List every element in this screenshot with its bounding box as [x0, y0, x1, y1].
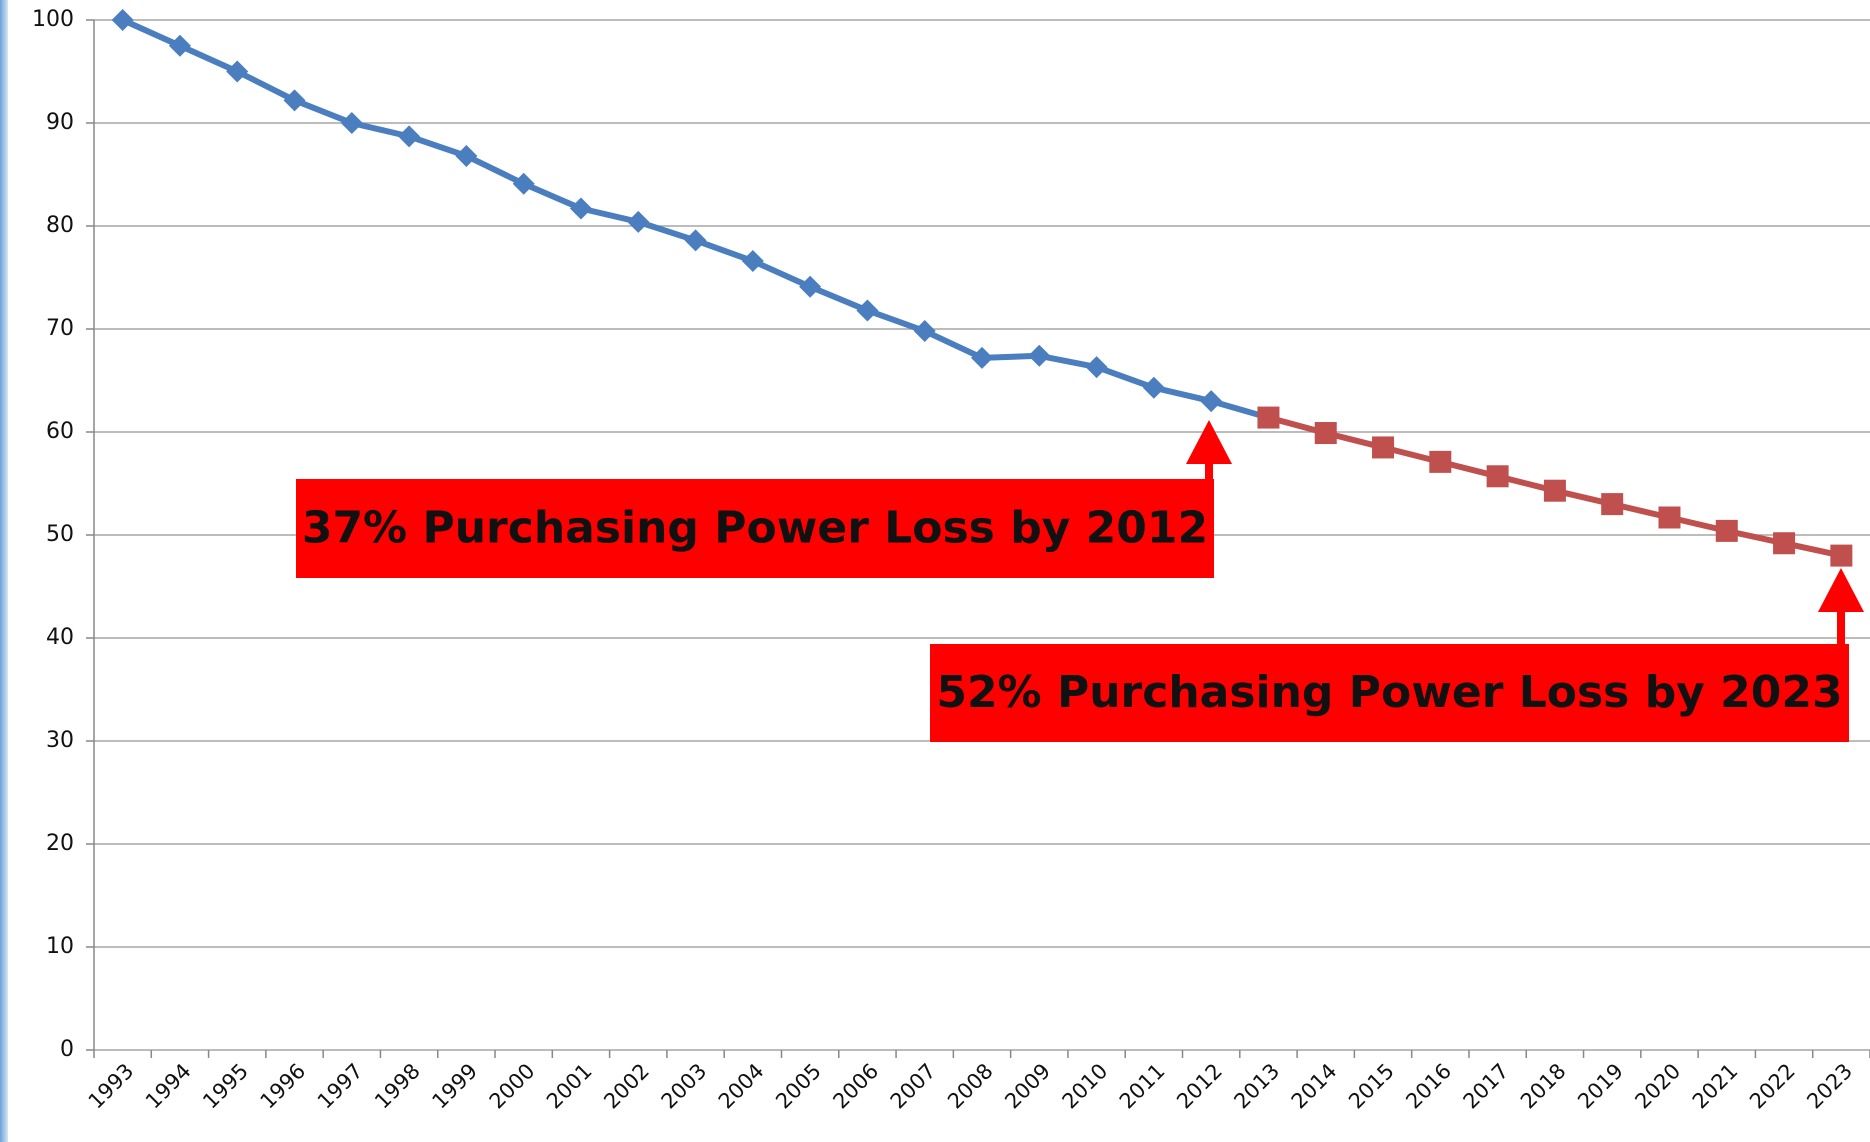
x-tick-label: 2019	[1573, 1059, 1628, 1114]
marker	[398, 125, 421, 148]
x-tick-label: 2022	[1745, 1059, 1800, 1114]
x-tick-label: 2008	[943, 1059, 998, 1114]
marker	[569, 197, 592, 220]
marker	[1773, 532, 1796, 555]
y-tick-label: 70	[46, 316, 74, 341]
annotation-arrow-head	[1818, 568, 1864, 612]
x-tick-label: 1993	[84, 1059, 139, 1114]
marker	[741, 250, 764, 273]
marker	[799, 275, 822, 298]
marker	[1372, 436, 1395, 459]
series-line	[121, 17, 1212, 405]
x-tick-label: 2006	[828, 1059, 883, 1114]
y-tick-label: 90	[46, 110, 74, 135]
marker	[684, 229, 707, 252]
marker	[455, 144, 478, 167]
x-tick-label: 1997	[313, 1059, 368, 1114]
y-tick-label: 10	[46, 934, 74, 959]
x-tick-label: 2012	[1172, 1059, 1227, 1114]
y-tick-label: 60	[46, 419, 74, 444]
x-tick-label: 2000	[485, 1059, 540, 1114]
x-tick-label: 2013	[1229, 1059, 1284, 1114]
annotations: 37% Purchasing Power Loss by 2012 52% Pur…	[296, 420, 1864, 742]
marker	[1257, 406, 1280, 429]
annotation-box	[930, 644, 1849, 742]
x-tick-label: 2017	[1459, 1059, 1514, 1114]
marker	[340, 112, 363, 134]
marker	[1314, 422, 1337, 445]
x-tick-label: 2005	[771, 1059, 826, 1114]
marker	[1543, 479, 1566, 502]
x-tick-label: 2001	[542, 1059, 597, 1114]
x-tick-label: 2004	[714, 1059, 769, 1114]
marker	[1142, 376, 1165, 399]
y-tick-label: 30	[46, 728, 74, 753]
x-tick-label: 1998	[370, 1059, 425, 1114]
x-tick-label: 2020	[1630, 1059, 1685, 1114]
x-tick-label: 2014	[1287, 1059, 1342, 1114]
x-tick-label: 2021	[1688, 1059, 1743, 1114]
marker	[627, 210, 650, 233]
marker	[1830, 544, 1853, 567]
marker	[1486, 465, 1509, 488]
marker	[1429, 450, 1452, 473]
marker	[168, 34, 191, 57]
y-tick-label: 100	[32, 7, 74, 32]
y-tick-label: 0	[60, 1037, 74, 1062]
y-tick-label: 40	[46, 625, 74, 650]
x-tick-label: 2002	[599, 1059, 654, 1114]
marker	[226, 60, 249, 83]
marker	[283, 89, 306, 112]
marker	[1601, 493, 1624, 516]
marker	[913, 320, 936, 343]
marker	[1028, 344, 1051, 367]
marker	[1658, 506, 1681, 529]
marker	[971, 346, 993, 369]
x-tick-label: 1995	[198, 1059, 253, 1114]
plot	[111, 9, 1853, 567]
y-tick-label: 50	[46, 522, 74, 547]
x-tick-label: 2023	[1802, 1059, 1857, 1114]
x-tick-label: 2015	[1344, 1059, 1399, 1114]
x-tick-label: 2011	[1115, 1059, 1170, 1114]
y-tick-label: 20	[46, 831, 74, 856]
marker	[1715, 519, 1738, 542]
marker	[111, 9, 134, 31]
x-tick-label: 2003	[657, 1059, 712, 1114]
x-tick-label: 1996	[256, 1059, 311, 1114]
x-tick-label: 2007	[886, 1059, 941, 1114]
annotation-text: 52% Purchasing Power Loss by 2023	[936, 667, 1842, 718]
x-tick-label: 2009	[1000, 1059, 1055, 1114]
marker	[856, 299, 879, 322]
annotation-box	[296, 479, 1214, 578]
annotation-text: 37% Purchasing Power Loss by 2012	[302, 503, 1208, 554]
x-tick-label: 1999	[427, 1059, 482, 1114]
x-tick-label: 1994	[141, 1059, 196, 1114]
marker	[1085, 356, 1108, 379]
x-tick-label: 2016	[1401, 1059, 1456, 1114]
window-edge	[0, 0, 8, 1142]
marker	[1200, 390, 1223, 413]
x-tick-label: 2010	[1058, 1059, 1113, 1114]
annotation-arrow-head	[1186, 420, 1232, 464]
marker	[512, 172, 535, 195]
x-tick-label: 2018	[1516, 1059, 1571, 1114]
y-tick-label: 80	[46, 213, 74, 238]
